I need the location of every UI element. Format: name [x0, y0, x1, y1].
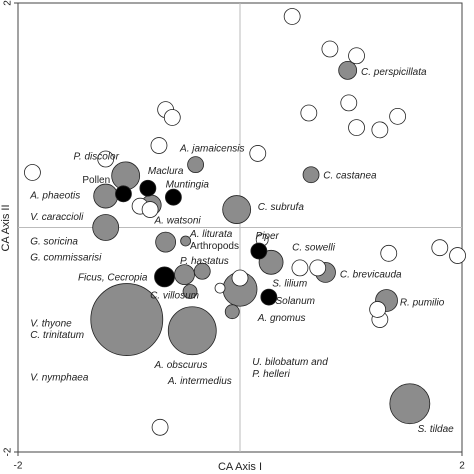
point	[92, 214, 120, 241]
annotation: C. trinitatum	[30, 330, 84, 341]
point	[283, 8, 301, 25]
point	[348, 119, 365, 136]
point	[309, 259, 327, 277]
point	[449, 247, 466, 264]
point	[348, 47, 365, 65]
annotation: S. lilium	[272, 278, 307, 289]
point	[369, 301, 387, 318]
annotation: C. castanea	[323, 171, 377, 182]
point	[180, 235, 192, 247]
point	[231, 269, 249, 287]
point	[164, 188, 182, 206]
annotation: P. discolor	[74, 151, 120, 162]
point	[187, 156, 205, 174]
annotation: A. liturata	[189, 229, 233, 240]
point	[163, 109, 181, 126]
point	[389, 107, 407, 125]
x-axis-label: CA Axis I	[218, 461, 262, 473]
point	[260, 288, 278, 306]
point	[338, 60, 358, 80]
point	[182, 284, 198, 299]
point	[302, 166, 320, 184]
point	[431, 239, 449, 257]
point	[214, 282, 226, 294]
point	[291, 259, 309, 277]
annotation: P. helleri	[252, 369, 290, 380]
annotation: R. pumilio	[400, 297, 445, 308]
point	[389, 383, 431, 425]
annotation: U. bilobatum and	[252, 357, 328, 368]
annotation: V. thyone	[30, 319, 72, 330]
annotation: Ficus, Cecropia	[78, 273, 148, 284]
annotation: C. subrufa	[258, 202, 305, 213]
point	[321, 40, 339, 58]
annotation: C. brevicauda	[340, 269, 402, 280]
annotation: Maclura	[148, 166, 184, 177]
point	[111, 161, 141, 191]
point	[371, 121, 389, 139]
annotation: Arthropods	[190, 241, 239, 252]
annotation: G. commissarisi	[30, 252, 102, 263]
annotation: S. tildae	[418, 424, 455, 435]
point	[193, 262, 211, 280]
point	[141, 201, 159, 218]
annotation: Muntingia	[166, 179, 210, 190]
point	[90, 283, 164, 356]
annotation: C. perspicillata	[361, 67, 427, 78]
x-tick-label: -2	[14, 461, 23, 472]
point	[249, 145, 267, 162]
annotation: A. jamaicensis	[179, 144, 244, 155]
annotation: A. gnomus	[257, 313, 306, 324]
annotation: V. caraccioli	[30, 212, 84, 223]
point	[115, 185, 132, 203]
point	[24, 164, 41, 181]
point	[150, 137, 168, 154]
annotation: P. hastatus	[180, 256, 229, 267]
annotation: A. phaeotis	[29, 191, 80, 202]
point	[151, 418, 169, 436]
point	[380, 244, 398, 262]
annotation: Pollen	[82, 175, 110, 186]
y-tick-label: -2	[3, 447, 14, 456]
annotation: A. watsoni	[154, 215, 202, 226]
point	[250, 242, 268, 260]
point	[139, 179, 157, 197]
annotation: Solanum	[276, 296, 315, 307]
annotation: C. villosum	[150, 291, 199, 302]
point	[167, 306, 217, 356]
point	[174, 264, 195, 286]
annotation: G. soricina	[30, 237, 78, 248]
annotation: C. sowelli	[292, 242, 336, 253]
point	[155, 231, 177, 253]
annotation: A. obscurus	[154, 360, 208, 371]
point	[154, 266, 175, 288]
y-tick-label: 2	[3, 0, 14, 6]
point	[222, 195, 252, 224]
annotation: V. nymphaea	[30, 373, 89, 384]
point	[97, 150, 115, 168]
x-tick-label: 2	[459, 461, 465, 472]
point	[93, 183, 119, 209]
point	[340, 94, 358, 112]
annotation: A. intermedius	[167, 376, 232, 387]
point	[300, 104, 318, 122]
annotation: Piper	[256, 231, 280, 242]
point	[224, 304, 240, 320]
y-axis-label: CA Axis II	[0, 204, 12, 251]
